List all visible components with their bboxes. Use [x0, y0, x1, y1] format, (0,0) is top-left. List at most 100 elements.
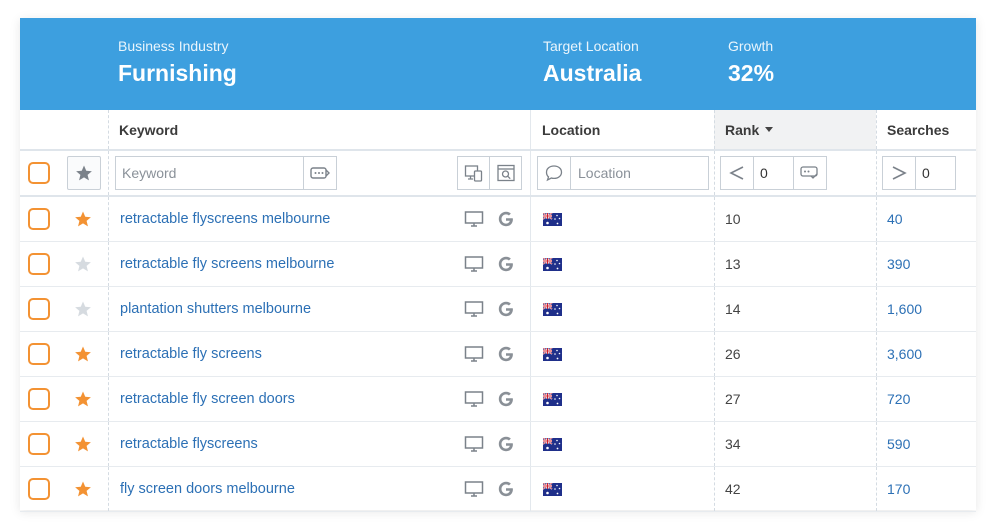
table-row[interactable]: retractable flyscreens 34 590 [20, 422, 976, 467]
filter-row: Keyword Location [20, 151, 976, 197]
google-icon [498, 346, 513, 362]
rank-header-label: Rank [725, 121, 760, 138]
star-icon [76, 165, 92, 181]
keyword-link[interactable]: retractable flyscreens melbourne [120, 211, 331, 227]
searches-column-header[interactable]: Searches [887, 121, 950, 138]
row-checkbox[interactable] [28, 298, 50, 320]
location-value: Australia [543, 60, 642, 86]
google-icon [498, 301, 513, 317]
row-checkbox[interactable] [28, 253, 50, 275]
keyword-link[interactable]: retractable fly screen doors [120, 391, 295, 407]
row-checkbox[interactable] [28, 478, 50, 500]
location-filter-input[interactable]: Location [570, 156, 709, 190]
table-row[interactable]: plantation shutters melbourne 14 1,600 [20, 287, 976, 332]
searches-value-link[interactable]: 590 [887, 436, 911, 452]
australia-flag-icon [543, 347, 562, 361]
table-row[interactable]: fly screen doors melbourne 42 170 [20, 467, 976, 512]
rank-filter-options-button[interactable] [793, 156, 827, 190]
australia-flag-icon [543, 212, 562, 226]
keyword-link[interactable]: fly screen doors melbourne [120, 481, 295, 497]
searches-operator-button[interactable] [882, 156, 916, 190]
searches-value-link[interactable]: 1,600 [887, 301, 923, 317]
star-icon[interactable] [74, 255, 92, 273]
rank-value: 13 [725, 256, 741, 272]
keyword-filter-options-button[interactable] [303, 156, 337, 190]
searches-value-input[interactable]: 0 [915, 156, 956, 190]
row-checkbox[interactable] [28, 208, 50, 230]
rank-value: 42 [725, 481, 741, 497]
keyword-link[interactable]: retractable flyscreens [120, 436, 258, 452]
industry-block: Business Industry Furnishing [118, 37, 237, 88]
searches-value-link[interactable]: 170 [887, 481, 911, 497]
column-header-row: Keyword Location Rank Searches [20, 110, 976, 151]
keyword-panel: Business Industry Furnishing Target Loca… [20, 18, 976, 512]
summary-header: Business Industry Furnishing Target Loca… [20, 18, 976, 110]
australia-flag-icon [543, 257, 562, 271]
growth-label: Growth [728, 38, 774, 54]
less-than-icon [729, 166, 744, 180]
keyword-table: Keyword Location Rank Searches Keyw [20, 110, 976, 512]
rank-value-input[interactable]: 0 [753, 156, 794, 190]
row-checkbox[interactable] [28, 388, 50, 410]
location-block: Target Location Australia [543, 37, 641, 88]
star-icon[interactable] [74, 210, 92, 228]
google-icon [498, 211, 513, 227]
desktop-icon [464, 481, 484, 497]
keyword-link[interactable]: plantation shutters melbourne [120, 301, 312, 317]
keyword-link[interactable]: retractable fly screens melbourne [120, 256, 335, 272]
rank-value: 10 [725, 211, 741, 227]
searches-value-link[interactable]: 390 [887, 256, 911, 272]
location-column-header[interactable]: Location [542, 121, 601, 138]
desktop-icon [464, 211, 484, 227]
keyword-link[interactable]: retractable fly screens [120, 346, 262, 362]
searches-value-link[interactable]: 40 [887, 211, 903, 227]
row-checkbox[interactable] [28, 343, 50, 365]
google-icon [498, 481, 513, 497]
growth-value: 32% [728, 60, 775, 86]
location-filter-icon-button[interactable] [537, 156, 571, 190]
searches-value-text: 0 [922, 165, 930, 181]
table-row[interactable]: retractable fly screens 26 3,600 [20, 332, 976, 377]
australia-flag-icon [543, 392, 562, 406]
browser-search-icon [496, 164, 515, 182]
rank-value: 26 [725, 346, 741, 362]
rank-operator-button[interactable] [720, 156, 754, 190]
searches-value-link[interactable]: 3,600 [887, 346, 923, 362]
sort-desc-icon [765, 127, 774, 132]
greater-than-icon [892, 166, 907, 180]
keyword-filter-placeholder: Keyword [122, 165, 177, 181]
rank-value: 34 [725, 436, 741, 452]
starred-filter-button[interactable] [67, 156, 101, 190]
rank-value: 27 [725, 391, 741, 407]
desktop-icon [464, 391, 484, 407]
star-icon[interactable] [74, 435, 92, 453]
table-body: retractable flyscreens melbourne 10 40 [20, 197, 976, 512]
location-filter-placeholder: Location [578, 165, 631, 181]
table-row[interactable]: retractable fly screens melbourne 13 390 [20, 242, 976, 287]
rank-value-text: 0 [760, 165, 768, 181]
table-row[interactable]: retractable fly screen doors 27 720 [20, 377, 976, 422]
desktop-icon [464, 256, 484, 272]
location-label: Target Location [543, 38, 639, 54]
select-all-checkbox[interactable] [28, 162, 50, 184]
searches-value-link[interactable]: 720 [887, 391, 911, 407]
rank-column-header[interactable]: Rank [725, 110, 774, 149]
desktop-icon [464, 346, 484, 362]
engine-filter-button[interactable] [489, 156, 522, 190]
star-icon[interactable] [74, 480, 92, 498]
australia-flag-icon [543, 482, 562, 496]
australia-flag-icon [543, 302, 562, 316]
rank-value: 14 [725, 301, 741, 317]
star-icon[interactable] [74, 345, 92, 363]
chat-bubble-icon [545, 165, 563, 182]
device-filter-button[interactable] [457, 156, 490, 190]
tag-filter-icon [310, 167, 330, 179]
desktop-icon [464, 436, 484, 452]
star-icon[interactable] [74, 390, 92, 408]
row-checkbox[interactable] [28, 433, 50, 455]
table-row[interactable]: retractable flyscreens melbourne 10 40 [20, 197, 976, 242]
star-icon[interactable] [74, 300, 92, 318]
keyword-column-header[interactable]: Keyword [119, 121, 179, 138]
industry-label: Business Industry [118, 38, 229, 54]
keyword-filter-input[interactable]: Keyword [115, 156, 304, 190]
